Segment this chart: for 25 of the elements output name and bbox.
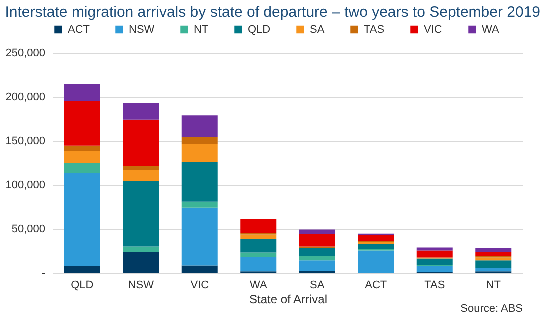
legend-label: WA <box>482 24 500 36</box>
chart-title: Interstate migration arrivals by state of departure – two years to September 2019 <box>5 4 541 21</box>
x-tick-label: SA <box>310 280 326 292</box>
x-tick-label: VIC <box>190 280 210 292</box>
legend-label: ACT <box>68 24 90 36</box>
legend-label: NSW <box>129 24 156 36</box>
x-tick-label: NT <box>486 280 502 292</box>
x-axis-title: State of Arrival <box>249 292 328 306</box>
source-note: Source: ABS <box>460 303 523 315</box>
x-tick-label: NSW <box>128 280 155 292</box>
y-tick-label: 100,000 <box>6 180 46 192</box>
y-tick-label: 200,000 <box>6 92 46 104</box>
legend-label: VIC <box>424 24 442 36</box>
y-tick-label: - <box>42 268 46 280</box>
x-tick-label: ACT <box>365 280 388 292</box>
legend-label: SA <box>310 24 326 36</box>
x-tick-label: WA <box>250 280 268 292</box>
x-tick-label: TAS <box>424 280 446 292</box>
y-tick-label: 250,000 <box>6 48 46 60</box>
legend-label: TAS <box>364 24 385 36</box>
x-tick-label: QLD <box>71 280 94 292</box>
legend-label: NT <box>194 24 209 36</box>
y-tick-label: 50,000 <box>12 224 46 236</box>
legend-label: QLD <box>248 24 271 36</box>
y-tick-label: 150,000 <box>6 136 46 148</box>
